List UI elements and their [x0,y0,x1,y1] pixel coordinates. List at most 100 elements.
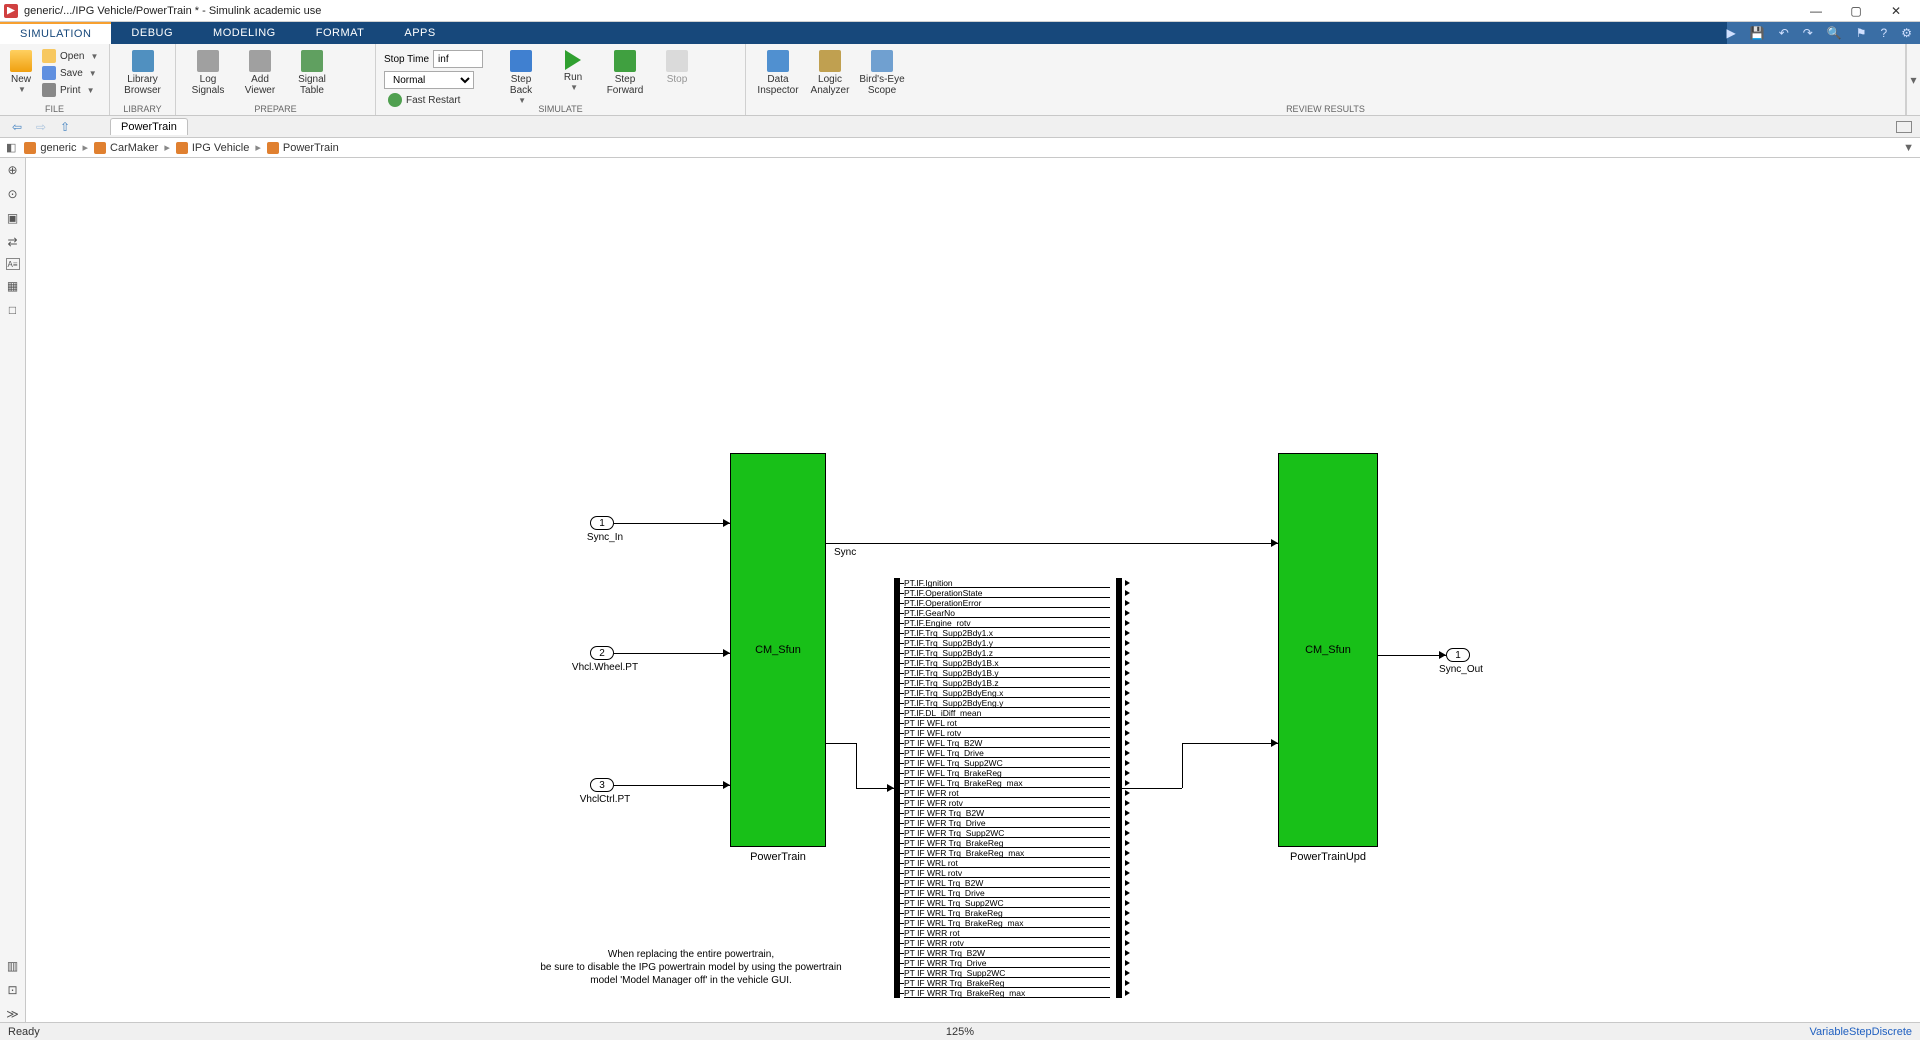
birds-eye-button[interactable]: Bird's-Eye Scope [858,48,906,98]
port-label: Vhcl.Wheel.PT [560,662,650,673]
bus-signal: PT.IF.Trq_Supp2Bdy1.z [904,648,1110,658]
palette-fit-icon[interactable]: ▣ [5,210,21,226]
bus-signal: PT IF WRL Trq_BrakeReg_max [904,918,1110,928]
bus-signal: PT IF WFL Trq_BrakeReg_max [904,778,1110,788]
inport[interactable]: 3 [590,778,614,792]
bus-signal: PT IF WFR rot [904,788,1110,798]
toolstrip-expand-button[interactable]: ▾ [1906,44,1920,115]
palette-arrows-icon[interactable]: ⇄ [5,234,21,250]
model-browser-toggle-icon[interactable]: ◧ [6,141,16,154]
nav-back-button[interactable]: ⇦ [8,119,26,135]
bus-creator[interactable] [894,578,900,998]
nav-up-button[interactable]: ⇧ [56,119,74,135]
bus-signal: PT.IF.Engine_rotv [904,618,1110,628]
model-browser-icon[interactable] [1896,121,1912,133]
group-label-simulate: SIMULATE [376,103,745,115]
signal-line [826,543,1278,544]
palette-hide-icon[interactable]: ⊕ [5,162,21,178]
signal-line [826,743,856,744]
save-button[interactable]: Save▼ [38,65,102,81]
bus-signal: PT.IF.Trq_Supp2Bdy1.y [904,638,1110,648]
bus-signal: PT IF WRR Trq_BrakeReg_max [904,988,1110,998]
stop-button[interactable]: Stop [653,48,701,87]
bus-signal: PT IF WFL rotv [904,728,1110,738]
crumb-2[interactable]: IPG Vehicle [192,142,249,154]
canvas[interactable]: CM_SfunPowerTrainCM_SfunPowerTrainUpd1Sy… [26,158,1920,1022]
step-back-button[interactable]: Step Back▼ [497,48,545,107]
breadcrumb-dropdown-icon[interactable]: ▼ [1903,142,1914,154]
bus-signal: PT IF WRL Trq_B2W [904,878,1110,888]
palette-zoom-icon[interactable]: ⊙ [5,186,21,202]
log-signals-button[interactable]: Log Signals [184,48,232,98]
inport[interactable]: 2 [590,646,614,660]
signal-line [1378,655,1446,656]
data-inspector-button[interactable]: Data Inspector [754,48,802,98]
minimize-button[interactable]: — [1796,0,1836,22]
bus-signal: PT IF WRR Trq_B2W [904,948,1110,958]
tab-format[interactable]: FORMAT [296,22,385,44]
bus-signal: PT IF WRL Trq_Supp2WC [904,898,1110,908]
palette-box-icon[interactable]: □ [5,302,21,318]
block-powertrainupd[interactable]: CM_Sfun [1278,453,1378,847]
qa-help-icon[interactable]: ? [1881,26,1888,40]
bus-signal: PT IF WFL Trq_Drive [904,748,1110,758]
logic-analyzer-button[interactable]: Logic Analyzer [806,48,854,98]
breadcrumb-icon [267,142,279,154]
new-button[interactable]: New▼ [8,48,34,96]
bus-signal: PT IF WFR Trq_Supp2WC [904,828,1110,838]
crumb-3[interactable]: PowerTrain [283,142,339,154]
run-button[interactable]: Run▼ [549,48,597,94]
step-forward-button[interactable]: Step Forward [601,48,649,98]
stop-time-label: Stop Time [384,54,429,65]
qa-run-icon[interactable]: ▶ [1727,26,1736,40]
qa-find-icon[interactable]: 🔍 [1827,26,1842,40]
print-button[interactable]: Print▼ [38,82,102,98]
tab-modeling[interactable]: MODELING [193,22,296,44]
qa-gear-icon[interactable]: ⚙ [1901,26,1912,40]
palette-image-icon[interactable]: ▦ [5,278,21,294]
model-tab[interactable]: PowerTrain [110,118,188,135]
add-viewer-button[interactable]: Add Viewer [236,48,284,98]
status-solver[interactable]: VariableStepDiscrete [1809,1026,1912,1038]
open-button[interactable]: Open▼ [38,48,102,64]
breadcrumb-icon [94,142,106,154]
crumb-0[interactable]: generic [40,142,76,154]
block-powertrain[interactable]: CM_Sfun [730,453,826,847]
simulation-mode-select[interactable]: Normal [384,71,474,89]
bus-signal: PT IF WRR Trq_Supp2WC [904,968,1110,978]
qa-redo-icon[interactable]: ↷ [1803,26,1813,40]
bus-signal: PT IF WRL Trq_Drive [904,888,1110,898]
bus-signal: PT IF WFL Trq_B2W [904,738,1110,748]
palette-annotation-icon[interactable]: A≡ [6,258,20,270]
tab-debug[interactable]: DEBUG [111,22,193,44]
signal-table-button[interactable]: Signal Table [288,48,336,98]
crumb-1[interactable]: CarMaker [110,142,158,154]
close-button[interactable]: ✕ [1876,0,1916,22]
annotation-text: When replacing the entire powertrain, be… [496,948,886,987]
palette-footer1-icon[interactable]: ▥ [5,958,21,974]
stop-time-input[interactable] [433,50,483,68]
qa-undo-icon[interactable]: ↶ [1779,26,1789,40]
qa-flag-icon[interactable]: ⚑ [1856,26,1867,40]
bus-signal: PT.IF.OperationState [904,588,1110,598]
bus-signal: PT IF WFL rot [904,718,1110,728]
bus-signal: PT.IF.DL_iDiff_mean [904,708,1110,718]
palette-footer2-icon[interactable]: ⊡ [5,982,21,998]
bus-signal: PT IF WFR rotv [904,798,1110,808]
arrow-icon [1439,651,1446,659]
tab-apps[interactable]: APPS [384,22,455,44]
status-bar: Ready 125% VariableStepDiscrete [0,1022,1920,1040]
bus-signal: PT.IF.GearNo [904,608,1110,618]
qa-save-icon[interactable]: 💾 [1750,26,1765,40]
maximize-button[interactable]: ▢ [1836,0,1876,22]
bus-signal: PT.IF.Trq_Supp2Bdy1B.y [904,668,1110,678]
bus-signal: PT.IF.Ignition [904,578,1110,588]
palette-collapse-icon[interactable]: ≫ [5,1006,21,1022]
breadcrumb-icon [24,142,36,154]
tab-simulation[interactable]: SIMULATION [0,22,111,44]
inport[interactable]: 1 [590,516,614,530]
outport[interactable]: 1 [1446,648,1470,662]
nav-forward-button[interactable]: ⇨ [32,119,50,135]
palette: ⊕ ⊙ ▣ ⇄ A≡ ▦ □ ▥ ⊡ ≫ [0,158,26,1022]
library-browser-button[interactable]: Library Browser [118,48,167,98]
